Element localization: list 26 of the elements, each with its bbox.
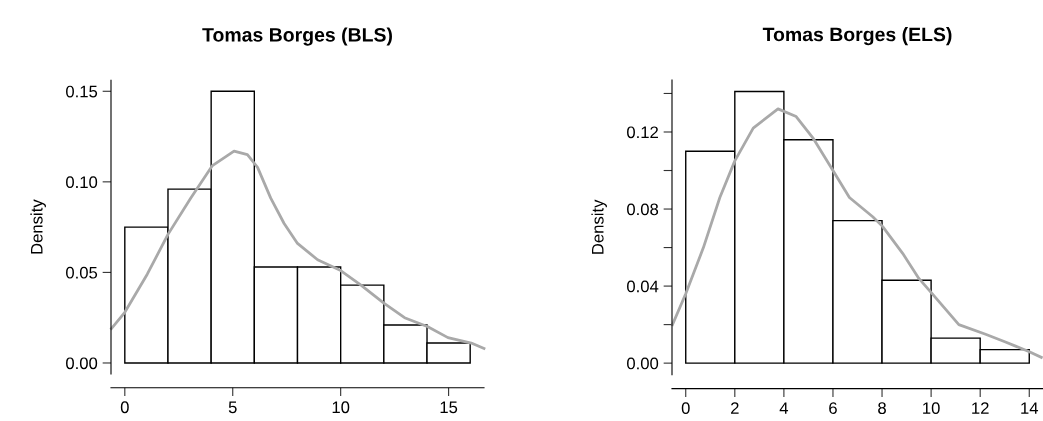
x-tick-label: 8: [878, 402, 886, 415]
x-tick-label: 0: [681, 402, 690, 415]
y-tick-label: 0.00: [66, 357, 98, 370]
x-tick-label: 5: [228, 401, 237, 414]
y-tick-label: 0.05: [66, 266, 98, 279]
y-tick-label: 0.12: [627, 126, 658, 139]
y-tick-label: 0.04: [627, 280, 659, 293]
line-series: [110, 149, 486, 350]
y-tick-label: 0.08: [627, 203, 659, 216]
y-tick-label: 0.15: [66, 85, 98, 98]
x-tick-label: 10: [923, 402, 940, 415]
y-tick-label: 0.00: [627, 357, 659, 370]
x-tick-label: 0: [120, 401, 129, 414]
chart-title: Tomas Borges (ELS): [762, 27, 952, 46]
x-tick-label: 6: [829, 402, 837, 415]
line-series: [671, 107, 1043, 359]
x-tick-label: 12: [972, 402, 989, 414]
x-tick-label: 14: [1021, 402, 1039, 414]
x-tick-label: 4: [779, 402, 789, 414]
y-axis-title: Density: [30, 199, 46, 254]
chart-title: Tomas Borges (BLS): [202, 27, 392, 46]
y-tick-label: 0.10: [66, 176, 98, 189]
x-tick-label: 10: [332, 401, 350, 414]
x-tick-label: 2: [731, 402, 739, 414]
y-axis-title: Density: [591, 199, 607, 254]
x-tick-label: 15: [440, 401, 458, 414]
